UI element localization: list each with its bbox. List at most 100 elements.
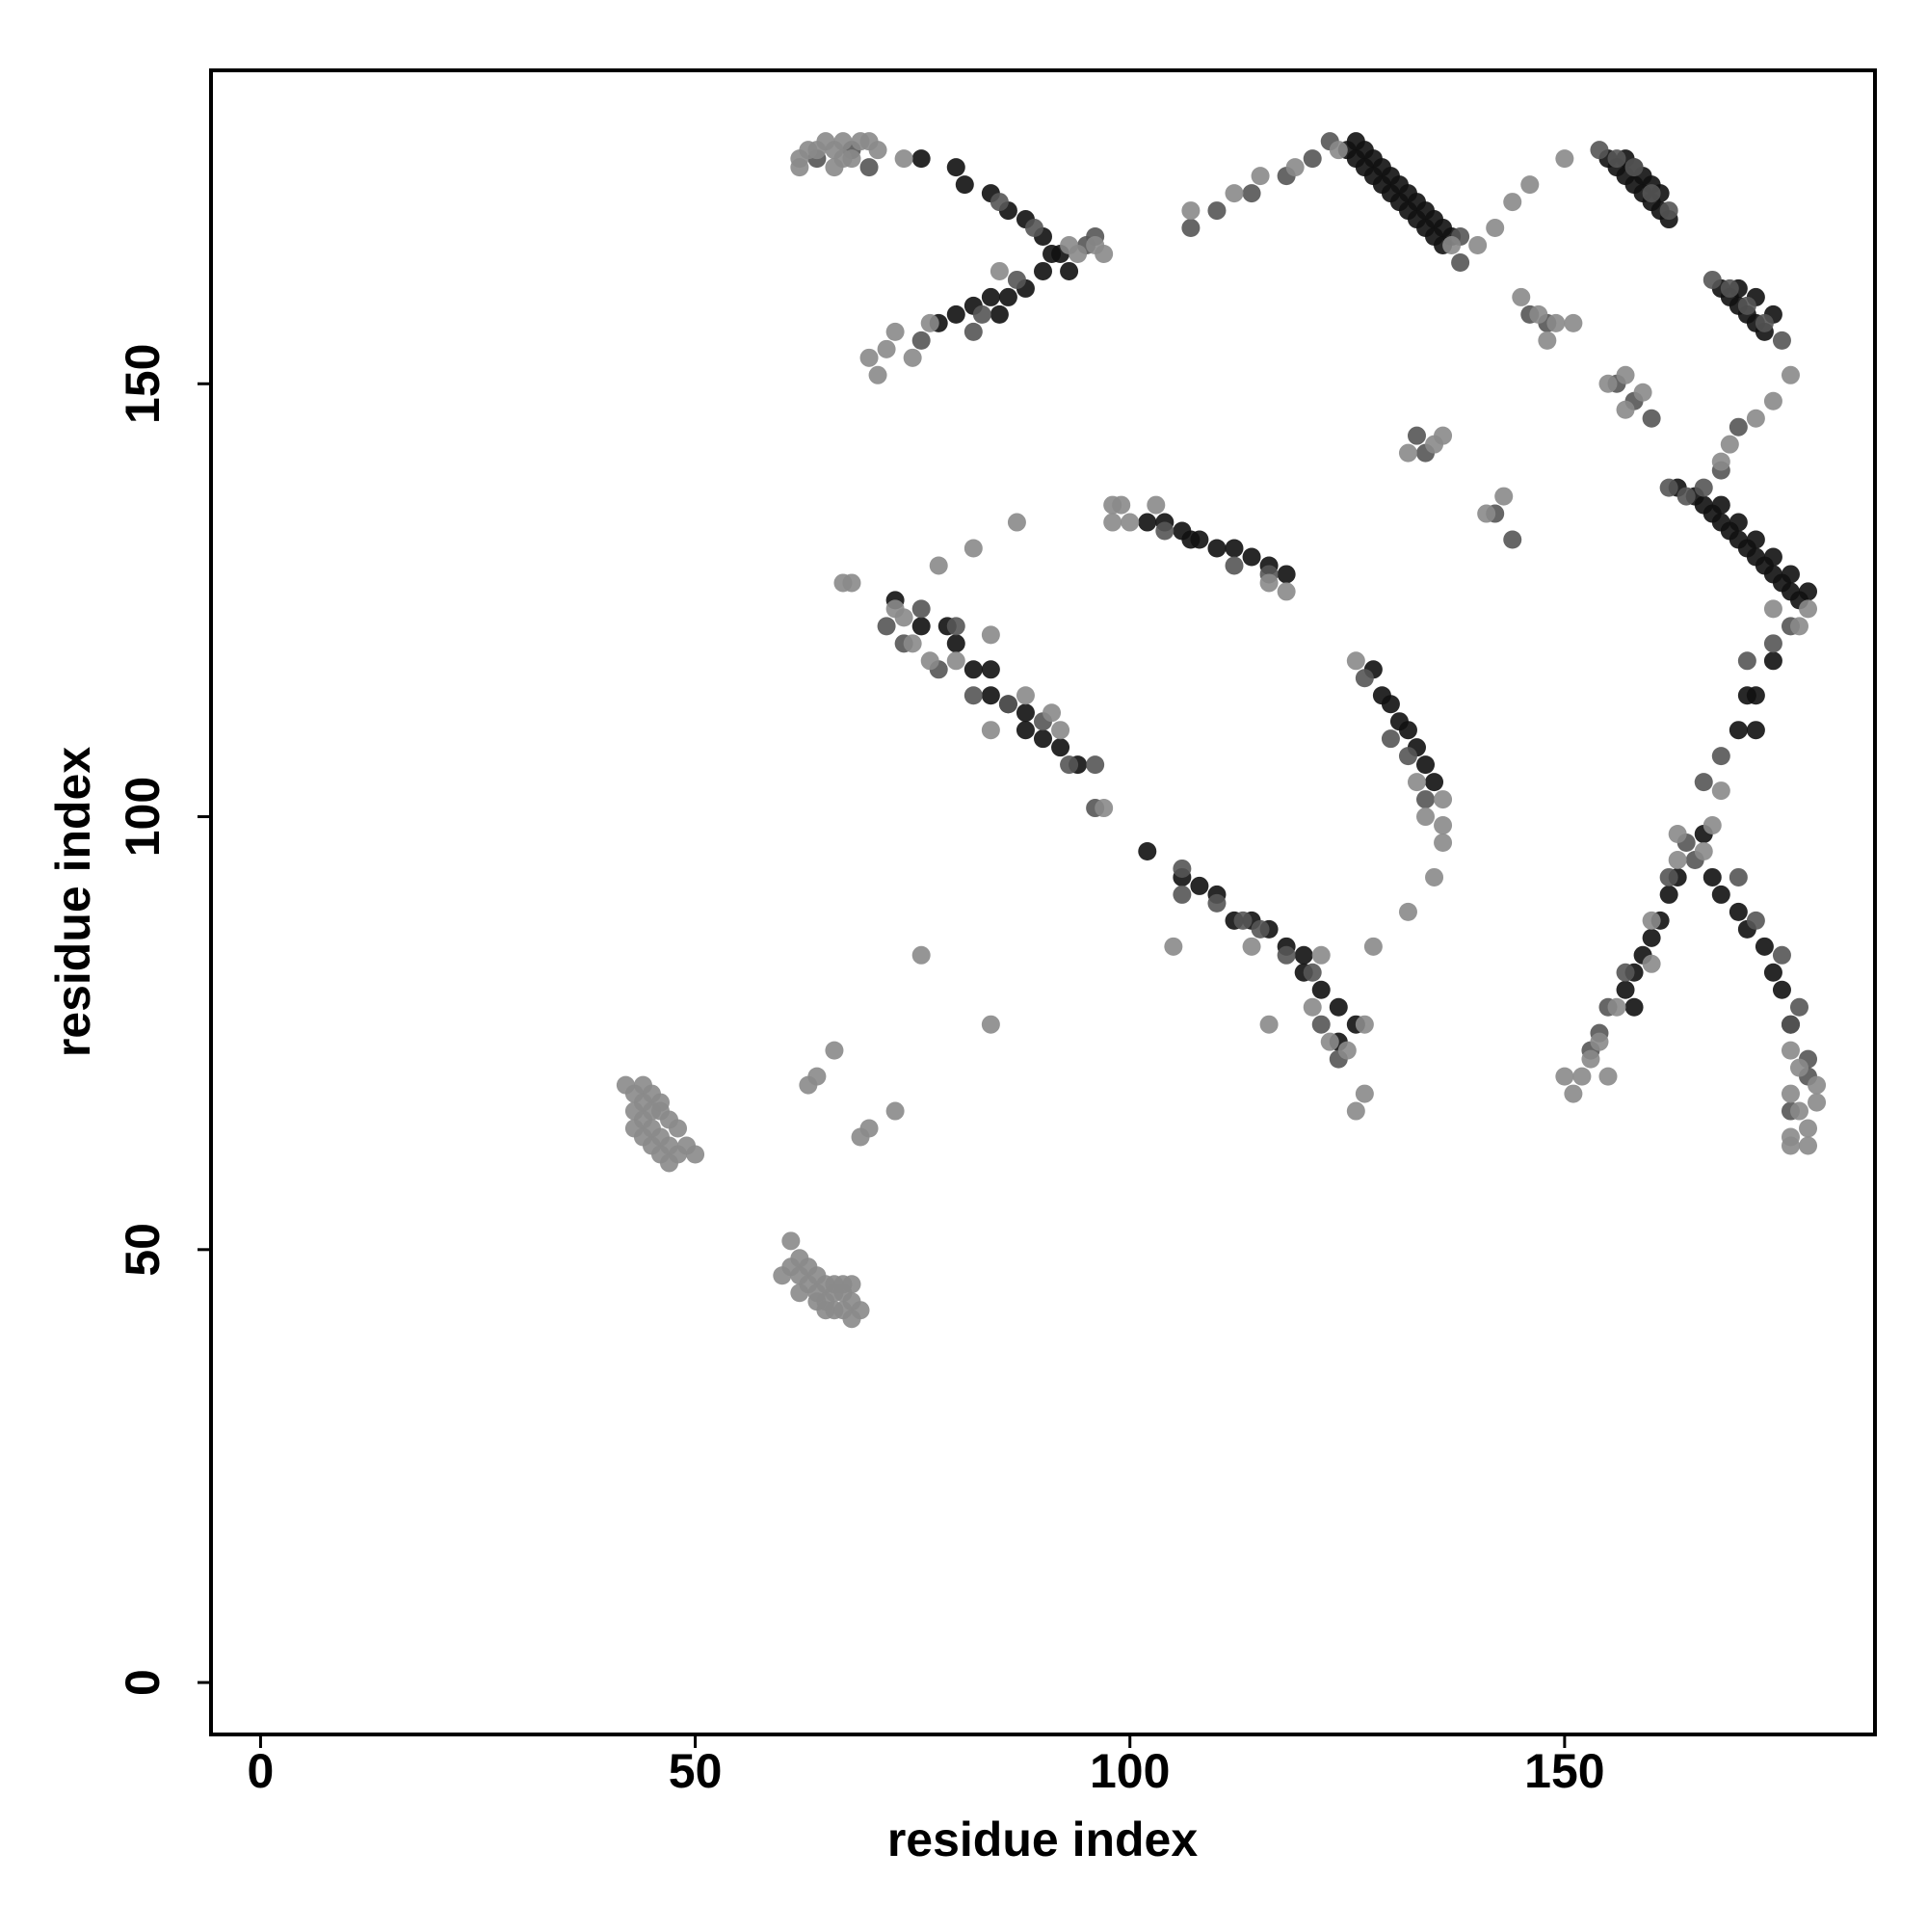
point [1016, 686, 1035, 705]
point [1311, 1015, 1331, 1034]
point [1173, 859, 1192, 878]
point [1755, 313, 1774, 332]
point [990, 261, 1009, 280]
point [1659, 885, 1678, 904]
point [859, 158, 879, 177]
point [1043, 244, 1062, 263]
point [1616, 980, 1635, 999]
point [859, 348, 879, 367]
point [1711, 885, 1730, 904]
point [1781, 1041, 1800, 1060]
point [1181, 530, 1201, 549]
point [1729, 417, 1748, 437]
point [1320, 1032, 1339, 1051]
point [1790, 617, 1808, 636]
point [1590, 141, 1609, 160]
point [1790, 1101, 1808, 1121]
point [1668, 825, 1687, 844]
point [1155, 521, 1175, 541]
point [1763, 634, 1782, 653]
point [1311, 980, 1331, 999]
point [1781, 1136, 1800, 1155]
point [1616, 400, 1635, 419]
point [1799, 1136, 1818, 1155]
point [955, 175, 974, 195]
point [1425, 773, 1444, 792]
point [990, 193, 1009, 212]
point [1781, 1084, 1800, 1103]
point [773, 1266, 792, 1285]
point [825, 1041, 844, 1060]
point [1259, 1015, 1279, 1034]
point [1181, 201, 1201, 221]
point [1251, 167, 1270, 186]
point [859, 1119, 879, 1138]
point [1434, 816, 1453, 835]
point [1711, 452, 1730, 471]
point [1024, 219, 1043, 238]
point [686, 1145, 705, 1164]
point [1164, 937, 1183, 956]
point [1763, 599, 1782, 619]
point [1207, 201, 1227, 221]
point [1763, 651, 1782, 671]
point [1642, 911, 1661, 930]
point [1598, 374, 1618, 393]
point [859, 132, 879, 151]
point [998, 287, 1017, 306]
x-tick-label: 150 [1524, 1744, 1604, 1798]
point [1555, 1067, 1574, 1086]
plot-frame [209, 68, 1877, 1736]
point [1633, 383, 1652, 402]
point [1538, 331, 1557, 350]
point [981, 686, 1000, 705]
point [1772, 945, 1791, 965]
point [1737, 651, 1756, 671]
point [1659, 867, 1678, 887]
point [1659, 478, 1678, 497]
point [1503, 530, 1522, 549]
point [929, 556, 948, 575]
point [1233, 911, 1253, 930]
point [1668, 850, 1687, 869]
point [833, 132, 853, 151]
point [1398, 902, 1417, 921]
point [1277, 582, 1296, 601]
point [790, 1284, 809, 1303]
y-tick-label: 0 [116, 1669, 170, 1696]
point [1207, 893, 1227, 913]
point [1642, 409, 1661, 428]
point [1746, 530, 1765, 549]
point [642, 1101, 661, 1121]
point [981, 1015, 1000, 1034]
point [964, 322, 983, 341]
point [946, 158, 965, 177]
point [1207, 539, 1227, 558]
point [1416, 807, 1436, 827]
point [920, 651, 939, 671]
point [1729, 867, 1748, 887]
point [1703, 816, 1722, 835]
point [1642, 928, 1661, 947]
point [1381, 695, 1400, 714]
point [1277, 945, 1296, 965]
point [1790, 997, 1808, 1017]
point [1016, 703, 1035, 723]
point [1121, 513, 1140, 532]
point [1746, 721, 1765, 740]
point [1434, 790, 1453, 809]
point [1711, 495, 1730, 515]
point [1512, 287, 1531, 306]
point [1355, 1084, 1374, 1103]
point [1763, 963, 1782, 982]
point [1529, 304, 1548, 324]
point [1799, 582, 1818, 601]
point [1329, 141, 1348, 160]
x-tick-label: 0 [248, 1744, 275, 1798]
point [1407, 773, 1426, 792]
point [816, 1301, 835, 1320]
point [1434, 834, 1453, 853]
y-axis-label: residue index [46, 747, 100, 1058]
point [1555, 149, 1574, 169]
point [842, 1275, 861, 1294]
